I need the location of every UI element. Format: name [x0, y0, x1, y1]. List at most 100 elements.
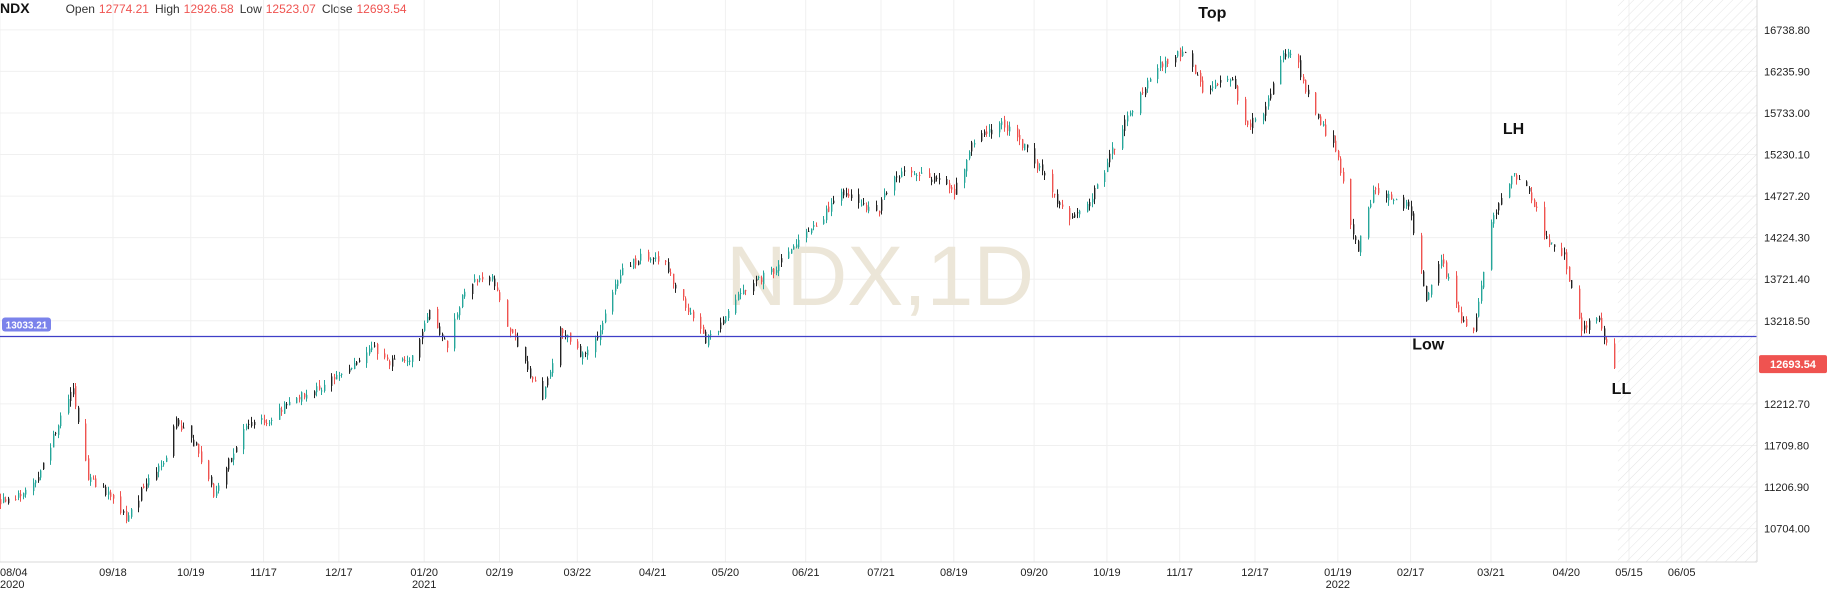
x-tick-label: 07/21	[867, 567, 895, 579]
candle-body	[1265, 106, 1267, 116]
candle-body	[1536, 206, 1538, 208]
ohlc-header: NDX Open 12774.21 High 12926.58 Low 1252…	[0, 0, 413, 18]
candle-body	[650, 258, 652, 261]
candle-body	[931, 179, 933, 182]
candle-body	[1308, 89, 1310, 95]
candle-body	[1044, 172, 1046, 176]
candle-body	[216, 491, 218, 496]
candle-body	[1606, 339, 1608, 343]
candle-body	[1526, 181, 1528, 187]
candle-body	[1443, 259, 1445, 264]
candle-body	[1001, 121, 1003, 125]
candle-body	[281, 409, 283, 412]
y-tick-label: 12212.70	[1764, 399, 1810, 411]
x-tick-label: 01/20	[410, 567, 438, 579]
candle-body	[542, 380, 544, 400]
candle-body	[1473, 327, 1475, 331]
candle-body	[331, 376, 333, 386]
candle-body	[1566, 252, 1568, 270]
candle-body	[861, 204, 863, 206]
open-value: 12774.21	[98, 2, 149, 16]
candle-body	[246, 425, 248, 429]
candle-body	[138, 500, 140, 508]
candle-body	[949, 183, 951, 189]
candle-body	[585, 353, 587, 355]
candle-body	[1235, 79, 1237, 89]
candle-body	[1350, 178, 1352, 225]
candle-body	[1375, 188, 1377, 190]
candle-body	[248, 423, 250, 425]
candle-body	[1360, 235, 1362, 253]
candle-body	[939, 178, 941, 180]
candle-body	[1393, 199, 1395, 201]
candle-body	[479, 278, 481, 281]
candle-body	[1245, 99, 1247, 122]
candle-body	[279, 407, 281, 420]
candle-body	[1210, 88, 1212, 91]
y-tick-label: 15230.10	[1764, 150, 1810, 162]
candle-body	[314, 391, 316, 396]
candle-body	[178, 419, 180, 425]
candle-body	[1514, 173, 1516, 175]
candle-body	[1340, 158, 1342, 174]
candle-body	[53, 433, 55, 448]
candle-body	[454, 318, 456, 349]
x-tick-label: 10/19	[1093, 567, 1121, 579]
candle-body	[1232, 78, 1234, 81]
candle-body	[971, 142, 973, 152]
candle-body	[517, 335, 519, 347]
price-axis[interactable]: 16738.80 16235.90 15733.00 15230.10 14727.20…	[1756, 0, 1827, 562]
candle-body	[457, 314, 459, 318]
candle-body	[447, 340, 449, 348]
candle-body	[1094, 187, 1096, 200]
candle-body	[1059, 202, 1061, 206]
x-tick-label: 05/15	[1615, 567, 1643, 579]
candle-body	[1458, 305, 1460, 313]
candle-body	[894, 176, 896, 191]
candle-body	[459, 307, 461, 316]
candle-body	[1180, 49, 1182, 57]
candle-body	[791, 249, 793, 254]
candle-body	[1413, 213, 1415, 234]
candle-body	[884, 193, 886, 198]
candle-body	[1498, 203, 1500, 211]
candle-body	[921, 172, 923, 174]
candle-body	[936, 177, 938, 179]
candle-body	[675, 284, 677, 289]
candle-body	[392, 358, 394, 367]
candle-body	[562, 328, 564, 334]
candle-body	[1220, 79, 1222, 83]
candle-body	[173, 426, 175, 456]
candle-body	[806, 231, 808, 238]
horizontal-levels[interactable]: 13033.21	[0, 317, 1757, 338]
candle-body	[1338, 150, 1340, 158]
candle-body	[532, 376, 534, 380]
candle-body	[595, 338, 597, 353]
candle-body	[776, 270, 778, 273]
candle-body	[429, 309, 431, 320]
candle-body	[771, 268, 773, 273]
candle-body	[271, 419, 273, 421]
candle-body	[778, 264, 780, 272]
candle-body	[1024, 143, 1026, 150]
x-tick-label: 06/05	[1668, 567, 1696, 579]
candle-body	[25, 489, 27, 495]
candle-body	[868, 206, 870, 212]
candle-body	[833, 200, 835, 204]
candle-body	[648, 251, 650, 260]
candle-body	[226, 468, 228, 485]
close-label: Close	[321, 2, 353, 16]
high-label: High	[154, 2, 180, 16]
candle-body	[735, 299, 737, 314]
chart-watermark: NDX,1D	[726, 229, 1034, 323]
candle-body	[20, 494, 22, 497]
candle-body	[1378, 187, 1380, 194]
candle-body	[33, 482, 35, 492]
candle-body	[1285, 53, 1287, 57]
candle-body	[1122, 129, 1124, 149]
candle-body	[1298, 55, 1300, 63]
candle-body	[700, 316, 702, 329]
y-tick-label: 15733.00	[1764, 108, 1810, 120]
